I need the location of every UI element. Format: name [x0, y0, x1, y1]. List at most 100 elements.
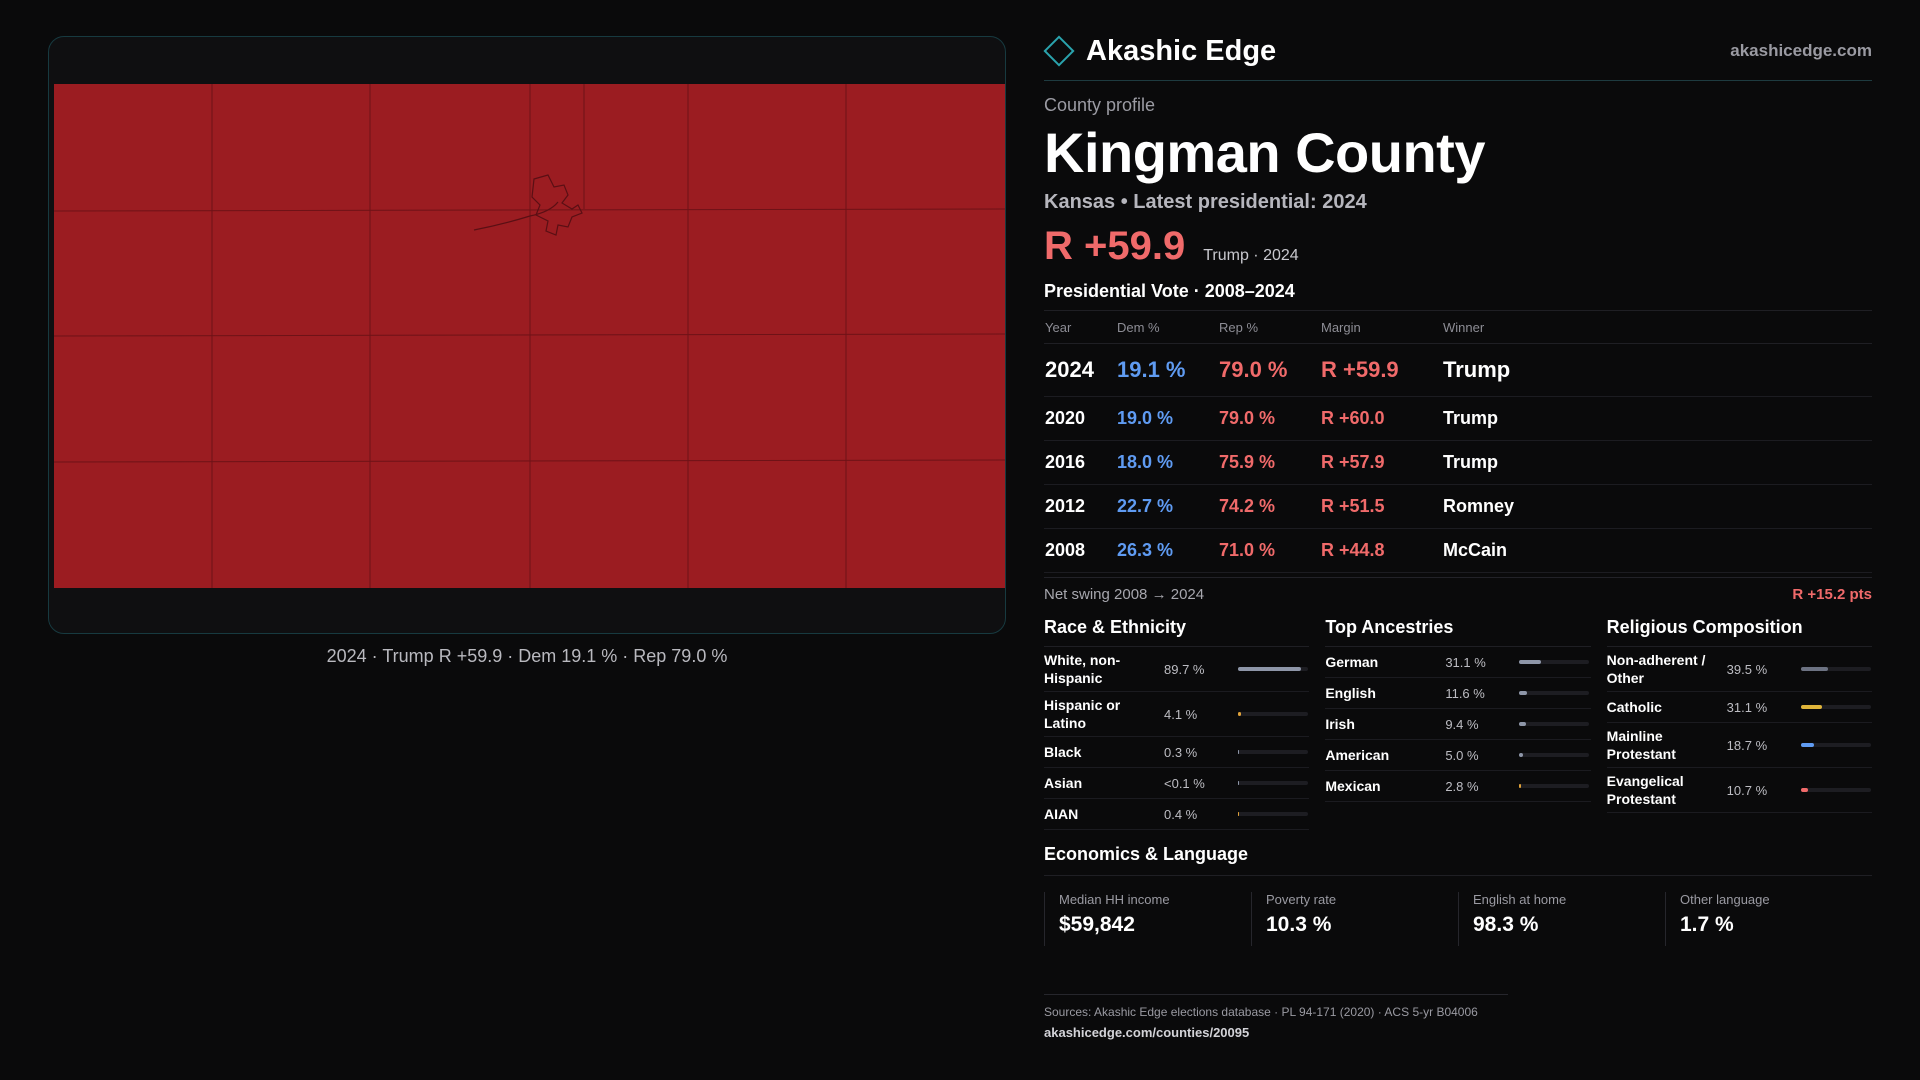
table-row: 2024 19.1 % 79.0 % R +59.9 Trump — [1044, 343, 1872, 397]
bar-track — [1800, 788, 1871, 792]
ancestry-section: Top Ancestries German 31.1 % English 11.6 %… — [1325, 617, 1591, 830]
race-ethnicity-section: Race & Ethnicity White, non-Hispanic 89.7… — [1044, 617, 1310, 830]
cell-winner: Trump — [1442, 396, 1872, 441]
swing-value: R +15.2 pts — [1792, 586, 1872, 603]
stat-value: 98.3 % — [1473, 913, 1539, 936]
economics-stats: Median HH income $59,842 Poverty rate 10… — [1044, 892, 1872, 946]
item-label: AIAN — [1044, 806, 1079, 822]
county-map[interactable] — [54, 84, 1005, 588]
demographics: Race & Ethnicity White, non-Hispanic 89.7… — [1044, 617, 1872, 830]
list-item: German 31.1 % — [1325, 647, 1591, 678]
bar-track — [1238, 712, 1308, 716]
cell-winner: Romney — [1442, 484, 1872, 529]
diamond-icon — [1043, 35, 1075, 67]
item-value: 0.3 % — [1164, 744, 1198, 760]
list-item: Evangelical Protestant 10.7 % — [1606, 768, 1872, 813]
brand-header: Akashic Edge akashicedge.com — [1043, 30, 1872, 81]
bar-fill — [1519, 691, 1528, 695]
item-value: 89.7 % — [1164, 661, 1205, 677]
col-header-winner: Winner — [1442, 311, 1872, 344]
city-outline — [473, 174, 583, 236]
cell-rep: 74.2 % — [1218, 484, 1320, 529]
cell-margin: R +60.0 — [1320, 396, 1442, 441]
item-value: <0.1 % — [1164, 775, 1205, 791]
table-row: 2008 26.3 % 71.0 % R +44.8 McCain — [1044, 528, 1872, 573]
list-item: Irish 9.4 % — [1325, 709, 1591, 740]
cell-dem: 26.3 % — [1116, 528, 1218, 573]
list-item: Catholic 31.1 % — [1606, 692, 1872, 723]
site-url-link[interactable]: akashicedge.com — [1730, 41, 1872, 60]
page-eyebrow: County profile — [1044, 95, 1156, 115]
bar-track — [1519, 753, 1590, 757]
cell-dem: 18.0 % — [1116, 440, 1218, 485]
item-value: 31.1 % — [1726, 699, 1768, 715]
item-value: 11.6 % — [1445, 685, 1485, 701]
item-label: Mexican — [1325, 778, 1381, 794]
list-item: Hispanic or Latino 4.1 % — [1044, 692, 1310, 737]
section-title: Top Ancestries — [1325, 617, 1591, 647]
cell-dem: 19.0 % — [1116, 396, 1218, 441]
list-item: AIAN 0.4 % — [1044, 799, 1310, 830]
item-value: 4.1 % — [1164, 706, 1198, 722]
list-item: Asian <0.1 % — [1044, 768, 1310, 799]
bar-fill — [1238, 750, 1240, 754]
item-value: 18.7 % — [1726, 737, 1768, 753]
item-label: Mainline Protestant — [1606, 728, 1676, 762]
cell-rep: 71.0 % — [1218, 528, 1320, 573]
stat-label: Poverty rate — [1266, 892, 1337, 907]
county-url-link[interactable]: akashicedge.com/counties/20095 — [1044, 1025, 1250, 1040]
item-label: White, non-Hispanic — [1044, 652, 1121, 686]
bar-track — [1238, 667, 1308, 671]
brand[interactable]: Akashic Edge — [1043, 34, 1277, 68]
cell-margin: R +57.9 — [1320, 440, 1442, 485]
list-item: White, non-Hispanic 89.7 % — [1044, 647, 1310, 692]
stat-median-income: Median HH income $59,842 — [1044, 892, 1251, 946]
stat-label: Other language — [1680, 892, 1770, 907]
vote-section-title: Presidential Vote · 2008–2024 — [1044, 281, 1872, 311]
cell-margin: R +51.5 — [1320, 484, 1442, 529]
township-grid — [54, 84, 1005, 588]
bar-fill — [1800, 788, 1809, 792]
item-label: English — [1325, 685, 1376, 701]
bar-track — [1238, 812, 1308, 816]
bar-track — [1800, 705, 1871, 709]
item-value: 5.0 % — [1445, 747, 1479, 763]
bar-fill — [1238, 812, 1240, 816]
list-item: Mainline Protestant 18.7 % — [1606, 723, 1872, 768]
stat-english-at-home: English at home 98.3 % — [1458, 892, 1665, 946]
bar-fill — [1519, 784, 1522, 788]
cell-winner: McCain — [1442, 528, 1872, 573]
cell-year: 2016 — [1044, 440, 1116, 485]
stat-label: English at home — [1473, 892, 1567, 907]
item-label: Evangelical Protestant — [1606, 773, 1684, 807]
county-map-frame — [48, 36, 1006, 634]
bar-track — [1800, 743, 1871, 747]
headline-margin: R +59.9 — [1044, 224, 1186, 268]
bar-track — [1519, 691, 1590, 695]
cell-margin: R +44.8 — [1320, 528, 1442, 573]
bar-fill — [1238, 712, 1241, 716]
item-label: Asian — [1044, 775, 1083, 791]
cell-rep: 79.0 % — [1218, 343, 1320, 397]
sources-footer: Sources: Akashic Edge elections database… — [1044, 994, 1508, 1040]
stat-poverty-rate: Poverty rate 10.3 % — [1251, 892, 1458, 946]
section-title: Race & Ethnicity — [1044, 617, 1310, 647]
cell-winner: Trump — [1442, 343, 1872, 397]
stat-value: 10.3 % — [1266, 913, 1332, 936]
cell-year: 2012 — [1044, 484, 1116, 529]
bar-fill — [1238, 667, 1301, 671]
map-caption: 2024 · Trump R +59.9 · Dem 19.1 % · Rep … — [326, 646, 728, 666]
page-title: Kingman County — [1044, 121, 1485, 184]
brand-name: Akashic Edge — [1086, 34, 1277, 67]
item-label: Irish — [1325, 716, 1355, 732]
bar-fill — [1519, 722, 1526, 726]
item-value: 10.7 % — [1726, 782, 1768, 798]
item-value: 31.1 % — [1445, 654, 1486, 670]
list-item: Black 0.3 % — [1044, 737, 1310, 768]
religion-section: Religious Composition Non-adherent / Oth… — [1606, 617, 1872, 830]
list-item: American 5.0 % — [1325, 740, 1591, 771]
bar-track — [1800, 667, 1871, 671]
col-header-year: Year — [1044, 311, 1116, 344]
table-header-row: Year Dem % Rep % Margin Winner — [1044, 311, 1872, 344]
swing-label: Net swing 2008 → 2024 — [1044, 586, 1205, 603]
